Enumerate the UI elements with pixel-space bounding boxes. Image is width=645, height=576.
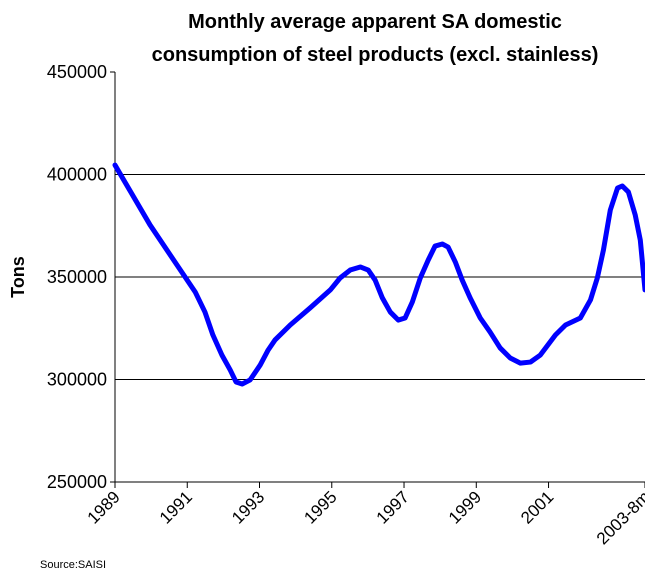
- x-tick-label: 1999: [445, 487, 485, 527]
- x-tick-label: 2001: [517, 487, 557, 527]
- source-note: Source:SAISI: [40, 559, 106, 571]
- data-line: [112, 162, 645, 387]
- x-tick-label: 1993: [228, 487, 268, 527]
- x-tick-label: 1995: [300, 487, 340, 527]
- y-tick-label: 300000: [47, 370, 107, 390]
- x-tick-label: 2003-8m: [593, 487, 645, 548]
- x-tick-label: 1991: [156, 487, 196, 527]
- chart-title: Monthly average apparent SA domestic: [188, 11, 562, 33]
- y-tick-label: 250000: [47, 472, 107, 492]
- chart-title: consumption of steel products (excl. sta…: [152, 44, 599, 66]
- y-axis-label: Tons: [8, 256, 28, 298]
- y-tick-label: 400000: [47, 165, 107, 185]
- y-tick-label: 450000: [47, 62, 107, 82]
- x-tick-label: 1997: [373, 487, 413, 527]
- y-tick-label: 350000: [47, 267, 107, 287]
- x-tick-label: 1989: [84, 487, 124, 527]
